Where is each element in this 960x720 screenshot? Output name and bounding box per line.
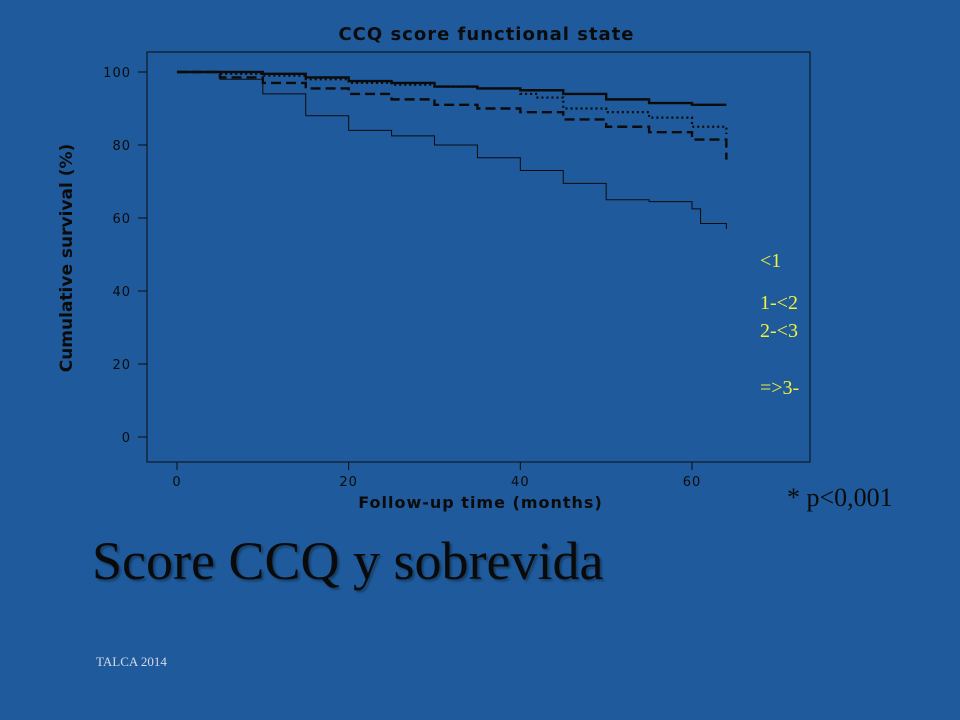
survival-line-series-1 — [177, 70, 727, 107]
legend-label-gte3: =>3- — [760, 377, 800, 399]
legend-label-2-3: 2-<3 — [760, 320, 798, 342]
y-axis-label: Cumulative survival (%) — [57, 144, 77, 373]
footer-text: TALCA 2014 — [96, 654, 167, 669]
y-tick-label: 0 — [122, 431, 131, 446]
x-tick-label: 60 — [683, 475, 702, 490]
x-tick-label: 0 — [172, 475, 181, 490]
x-tick-label: 40 — [511, 475, 530, 490]
y-tick-label: 60 — [112, 212, 131, 227]
survival-line-series-4 — [177, 71, 727, 229]
chart-title: CCQ score functional state — [338, 24, 634, 45]
series-group — [177, 70, 728, 229]
p-value-annotation: * p<0,001 — [787, 483, 893, 512]
legend-label-1-2: 1-<2 — [760, 292, 798, 314]
y-tick-label: 100 — [103, 66, 131, 81]
x-tick-label: 20 — [339, 475, 358, 490]
slide-title: Score CCQ y sobrevida — [92, 531, 604, 591]
survival-line-series-3 — [177, 70, 728, 160]
legend-label-lt1: <1 — [760, 250, 782, 272]
y-tick-label: 40 — [112, 285, 131, 300]
x-axis-label: Follow-up time (months) — [358, 493, 603, 512]
axis-ticks: 0 20 40 60 80 100 0 20 40 60 — [103, 66, 702, 490]
plot-frame — [146, 51, 811, 463]
y-tick-label: 20 — [112, 358, 131, 373]
survival-line-series-2 — [177, 70, 728, 135]
y-tick-label: 80 — [112, 139, 131, 154]
